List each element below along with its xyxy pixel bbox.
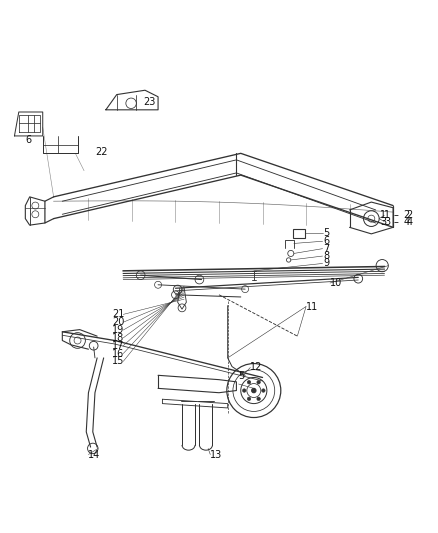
Text: 18: 18 <box>113 333 125 343</box>
Circle shape <box>247 397 251 401</box>
Text: 15: 15 <box>113 357 125 366</box>
Text: 17: 17 <box>113 341 125 351</box>
Text: 10: 10 <box>330 278 342 288</box>
Circle shape <box>252 389 256 393</box>
Text: 11: 11 <box>306 302 318 312</box>
Text: 1: 1 <box>381 210 387 220</box>
Text: 20: 20 <box>113 317 125 327</box>
Circle shape <box>243 389 246 392</box>
Text: 23: 23 <box>143 97 155 107</box>
Text: 12: 12 <box>251 362 263 373</box>
Text: –: – <box>393 217 398 227</box>
Circle shape <box>257 381 260 384</box>
Text: 2: 2 <box>406 210 413 220</box>
Text: 5: 5 <box>323 229 330 238</box>
Text: 7: 7 <box>323 244 330 254</box>
Text: 2: 2 <box>403 210 409 220</box>
Text: 8: 8 <box>323 251 329 261</box>
FancyBboxPatch shape <box>293 229 305 238</box>
Text: 1: 1 <box>385 210 391 220</box>
Text: 16: 16 <box>113 349 125 359</box>
Text: 6: 6 <box>323 236 329 246</box>
Text: 21: 21 <box>113 309 125 319</box>
Text: –: – <box>393 210 398 220</box>
Text: 3: 3 <box>385 217 391 227</box>
Text: 9: 9 <box>323 259 329 269</box>
Text: 3: 3 <box>381 217 387 227</box>
Circle shape <box>257 397 260 401</box>
Text: 5: 5 <box>239 371 245 381</box>
Text: 4: 4 <box>403 217 409 227</box>
Text: 19: 19 <box>113 325 125 335</box>
Text: 22: 22 <box>95 148 107 157</box>
Circle shape <box>261 389 265 392</box>
Text: 6: 6 <box>25 135 32 146</box>
Text: 13: 13 <box>210 449 223 459</box>
Text: 4: 4 <box>406 217 412 227</box>
Text: 14: 14 <box>88 449 101 459</box>
Circle shape <box>247 381 251 384</box>
